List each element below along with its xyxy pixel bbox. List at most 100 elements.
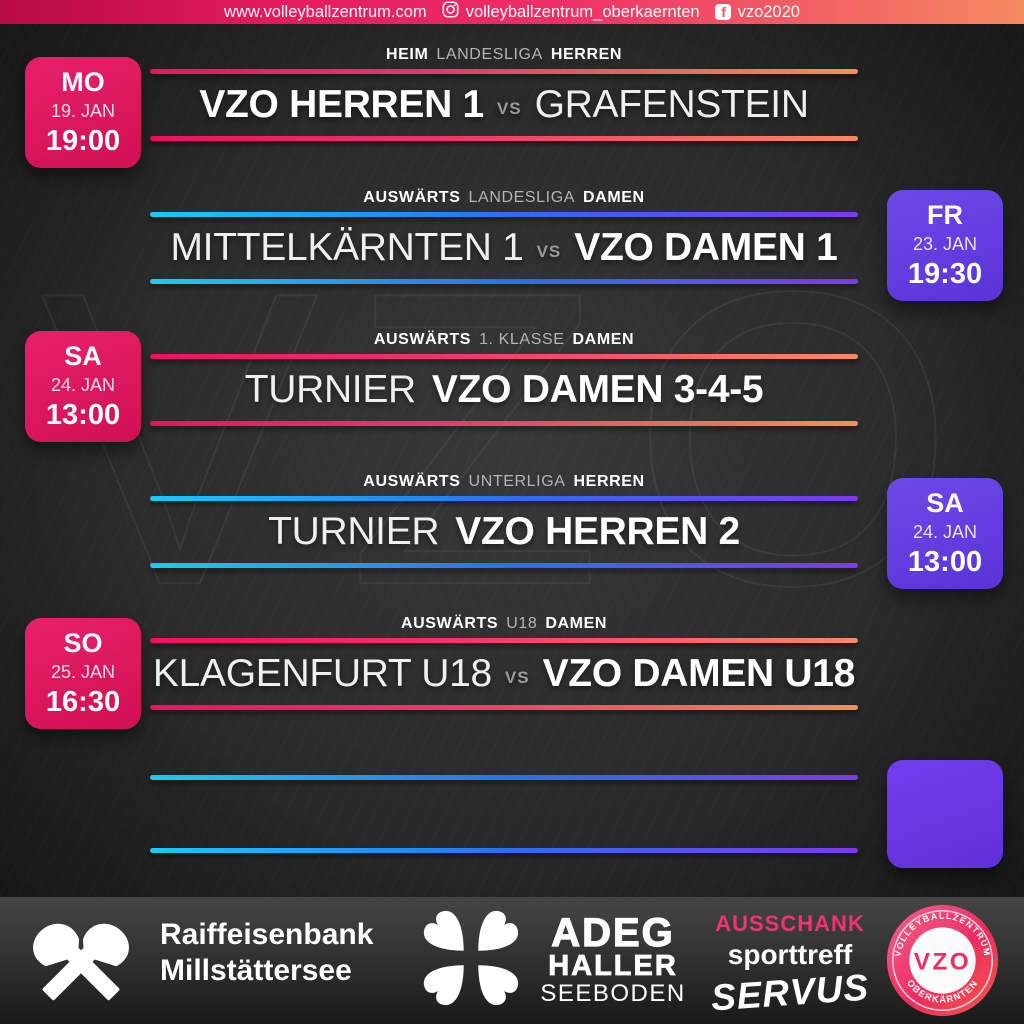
- match-3-group: DAMEN: [572, 331, 635, 348]
- match-3-title: TURNIER VZO DAMEN 3-4-5: [150, 359, 858, 421]
- match-3-team: VZO DAMEN 3-4-5: [431, 368, 764, 411]
- match-row-3: AUSWÄRTS 1. KLASSE DAMEN TURNIER VZO DAME…: [150, 330, 858, 426]
- match-3-location: AUSWÄRTS: [373, 331, 472, 348]
- match-1-time: 19:00: [45, 125, 121, 157]
- match-row-2: AUSWÄRTS LANDESLIGA DAMEN MITTELKÄRNTEN …: [150, 188, 858, 284]
- gradient-divider: [150, 775, 858, 780]
- match-1-category: HEIM LANDESLIGA HERREN: [150, 45, 858, 65]
- match-4-category: AUSWÄRTS UNTERLIGA HERREN: [150, 472, 858, 492]
- match-4-title: TURNIER VZO HERREN 2: [150, 501, 858, 563]
- datebox-match-5: SO 25. JAN 16:30: [25, 618, 141, 729]
- vzo-club-logo: VZO VOLLEYBALLZENTRUM OBERKÄRNTEN: [884, 902, 1001, 1024]
- instagram-handle: volleyballzentrum_oberkaernten: [465, 2, 700, 21]
- match-2-title: MITTELKÄRNTEN 1 VS VZO DAMEN 1: [150, 217, 858, 279]
- vs-label: VS: [536, 242, 562, 261]
- instagram-group: volleyballzentrum_oberkaernten: [442, 1, 700, 23]
- match-5-category: AUSWÄRTS U18 DAMEN: [150, 614, 858, 634]
- match-5-time: 16:30: [45, 686, 121, 718]
- raiffeisen-line2: Millstättersee: [160, 954, 352, 987]
- adeg-sponsor-text: ADEG HALLER SEEBODEN: [533, 911, 693, 1007]
- datebox-match-4: SA 24. JAN 13:00: [887, 478, 1003, 589]
- match-row-5: AUSWÄRTS U18 DAMEN KLAGENFURT U18 VS VZO D…: [150, 614, 858, 710]
- match-1-title: VZO HERREN 1 VS GRAFENSTEIN: [150, 74, 858, 136]
- match-4-team: VZO HERREN 2: [455, 510, 740, 553]
- match-row-1: HEIM LANDESLIGA HERREN VZO HERREN 1 VS GRA…: [150, 45, 858, 141]
- website-group: www.volleyballzentrum.com: [224, 3, 427, 22]
- servus-script-label: SERVUS: [709, 966, 871, 1019]
- vs-label: VS: [504, 668, 530, 687]
- empty-match-slot: [150, 775, 858, 853]
- match-4-event: TURNIER: [268, 510, 440, 553]
- match-1-date: 19. JAN: [50, 101, 116, 121]
- datebox-empty-slot: [887, 760, 1003, 868]
- facebook-group: f vzo2020: [714, 2, 800, 22]
- background-texture: [0, 24, 1024, 897]
- vs-label: VS: [496, 99, 522, 118]
- match-3-league: 1. KLASSE: [479, 331, 565, 348]
- sponsor-bar: Raiffeisenbank Millstättersee ADEG HALLE…: [0, 897, 1024, 1024]
- match-5-team-home: KLAGENFURT U18: [152, 652, 492, 695]
- match-2-time: 19:30: [907, 258, 983, 290]
- gradient-divider: [150, 212, 858, 217]
- sporttreff-sponsor-text: AUSSCHANK sporttreff SERVUS: [700, 910, 880, 1018]
- match-1-team-home: VZO HERREN 1: [199, 83, 484, 126]
- raiffeisen-line1: Raiffeisenbank: [160, 918, 374, 951]
- match-5-title: KLAGENFURT U18 VS VZO DAMEN U18: [150, 643, 858, 705]
- match-4-date: 24. JAN: [912, 522, 978, 542]
- match-2-day: FR: [927, 200, 963, 230]
- gradient-divider: [150, 136, 858, 141]
- gradient-divider: [150, 354, 858, 359]
- gradient-divider: [150, 279, 858, 284]
- match-5-date: 25. JAN: [50, 662, 116, 682]
- match-4-day: SA: [926, 488, 964, 518]
- datebox-match-2: FR 23. JAN 19:30: [887, 190, 1003, 301]
- adeg-clover-icon: [418, 905, 524, 1016]
- match-3-category: AUSWÄRTS 1. KLASSE DAMEN: [150, 330, 858, 350]
- datebox-match-3: SA 24. JAN 13:00: [25, 331, 141, 442]
- match-5-team-away: VZO DAMEN U18: [542, 652, 856, 695]
- gradient-divider: [150, 638, 858, 643]
- facebook-handle: vzo2020: [737, 2, 800, 21]
- sporttreff-label: sporttreff: [727, 939, 853, 970]
- match-4-league: UNTERLIGA: [468, 473, 566, 490]
- match-4-location: AUSWÄRTS: [363, 473, 461, 490]
- match-5-location: AUSWÄRTS: [400, 615, 499, 632]
- match-1-league: LANDESLIGA: [436, 46, 543, 63]
- match-1-day: MO: [61, 67, 105, 97]
- match-1-location: HEIM: [385, 46, 429, 63]
- match-3-time: 13:00: [45, 399, 121, 431]
- gradient-divider: [150, 705, 858, 710]
- match-2-group: DAMEN: [583, 189, 645, 206]
- vzo-background-watermark: VZO: [39, 205, 984, 672]
- match-2-team-home: MITTELKÄRNTEN 1: [170, 226, 524, 269]
- empty-title-space: [150, 780, 858, 848]
- match-1-team-away: GRAFENSTEIN: [534, 83, 809, 126]
- gradient-divider: [150, 421, 858, 426]
- match-3-event: TURNIER: [244, 368, 417, 411]
- match-2-league: LANDESLIGA: [468, 189, 576, 206]
- datebox-match-1: MO 19. JAN 19:00: [25, 57, 141, 168]
- match-4-time: 13:00: [907, 546, 983, 578]
- website-url: www.volleyballzentrum.com: [224, 2, 427, 21]
- gradient-divider: [150, 848, 858, 853]
- match-row-4: AUSWÄRTS UNTERLIGA HERREN TURNIER VZO HER…: [150, 472, 858, 568]
- ausschank-label: AUSSCHANK: [715, 911, 865, 936]
- match-1-group: HERREN: [550, 46, 623, 63]
- match-5-league: U18: [506, 615, 538, 632]
- gradient-divider: [150, 563, 858, 568]
- raiffeisen-sponsor-text: Raiffeisenbank Millstättersee: [160, 917, 373, 989]
- adeg-line2: HALLER: [548, 950, 678, 982]
- adeg-line3: SEEBODEN: [540, 980, 686, 1007]
- raiffeisen-gable-cross-icon: [22, 909, 140, 1016]
- match-3-date: 24. JAN: [50, 375, 116, 395]
- match-5-day: SO: [63, 628, 103, 658]
- match-2-date: 23. JAN: [912, 234, 978, 254]
- facebook-icon: f: [714, 4, 731, 20]
- match-5-group: DAMEN: [545, 615, 608, 632]
- gradient-divider: [150, 69, 858, 74]
- vzo-logo-center-text: VZO: [914, 948, 971, 975]
- match-3-day: SA: [64, 341, 102, 371]
- adeg-line1: ADEG: [551, 911, 675, 955]
- match-2-category: AUSWÄRTS LANDESLIGA DAMEN: [150, 188, 858, 208]
- match-2-team-away: VZO DAMEN 1: [574, 226, 838, 269]
